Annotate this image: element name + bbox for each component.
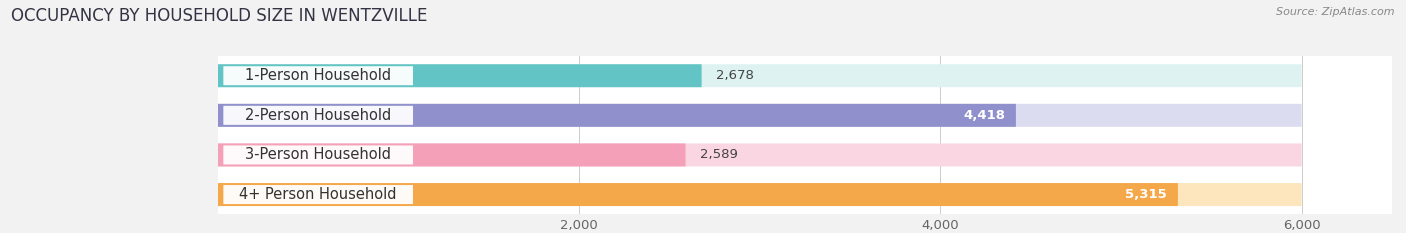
FancyBboxPatch shape <box>224 66 413 85</box>
Text: 4,418: 4,418 <box>963 109 1005 122</box>
Text: Source: ZipAtlas.com: Source: ZipAtlas.com <box>1277 7 1395 17</box>
FancyBboxPatch shape <box>218 64 702 87</box>
Text: 2,589: 2,589 <box>700 148 738 161</box>
Text: 2-Person Household: 2-Person Household <box>245 108 391 123</box>
FancyBboxPatch shape <box>224 185 413 204</box>
FancyBboxPatch shape <box>224 145 413 164</box>
FancyBboxPatch shape <box>218 64 1302 87</box>
Text: 2,678: 2,678 <box>716 69 754 82</box>
FancyBboxPatch shape <box>218 144 1302 166</box>
Text: 1-Person Household: 1-Person Household <box>245 68 391 83</box>
FancyBboxPatch shape <box>218 104 1302 127</box>
FancyBboxPatch shape <box>218 183 1302 206</box>
Text: OCCUPANCY BY HOUSEHOLD SIZE IN WENTZVILLE: OCCUPANCY BY HOUSEHOLD SIZE IN WENTZVILL… <box>11 7 427 25</box>
Text: 4+ Person Household: 4+ Person Household <box>239 187 396 202</box>
Text: 5,315: 5,315 <box>1125 188 1167 201</box>
FancyBboxPatch shape <box>218 183 1178 206</box>
FancyBboxPatch shape <box>218 144 686 166</box>
FancyBboxPatch shape <box>218 104 1017 127</box>
Text: 3-Person Household: 3-Person Household <box>245 147 391 162</box>
FancyBboxPatch shape <box>224 106 413 125</box>
